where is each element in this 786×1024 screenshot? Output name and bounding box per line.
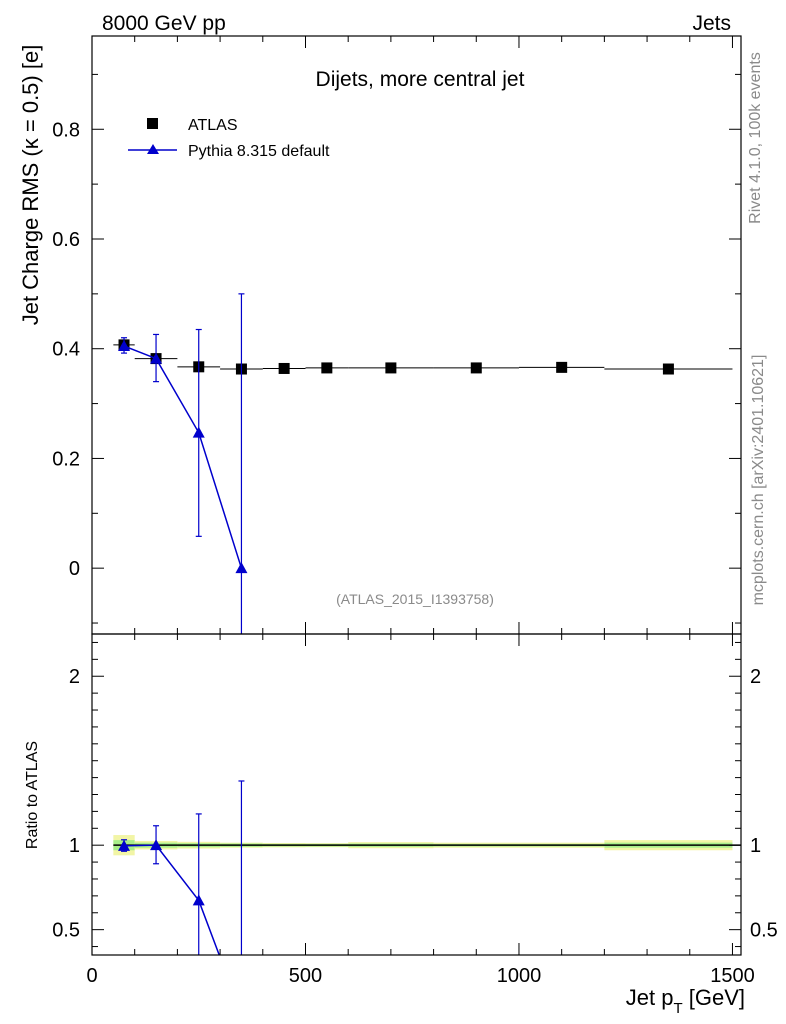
x-tick-label-3: 1500 xyxy=(710,965,755,987)
analysis-watermark: (ATLAS_2015_I1393758) xyxy=(336,591,494,607)
y-tick-label-4: 0.8 xyxy=(52,119,80,141)
ratio-y-tick-label-left-2: 2 xyxy=(69,666,80,688)
y-tick-label-1: 0.2 xyxy=(52,448,80,470)
y-tick-label-2: 0.4 xyxy=(52,339,80,361)
y-axis-label: Jet Charge RMS (κ = 0.5) [e] xyxy=(18,45,43,326)
x-axis-label: Jet pT [GeV] xyxy=(626,985,745,1017)
ratio-frame xyxy=(91,633,742,956)
ratio-y-tick-label-right-2: 2 xyxy=(750,666,761,688)
ratio-pythia-point-0 xyxy=(118,839,131,851)
ratio-y-tick-label-left-1: 1 xyxy=(69,835,80,857)
ratio-pythia-point-2 xyxy=(192,894,205,906)
process-label: Jets xyxy=(692,12,731,35)
pythia-line xyxy=(123,345,243,569)
legend-atlas-marker xyxy=(147,118,158,129)
ratio-plot-layer xyxy=(113,780,741,955)
pythia-point-2 xyxy=(192,426,205,438)
atlas-point-6 xyxy=(385,362,397,374)
x-tick-label-2: 1000 xyxy=(497,965,542,987)
main-plot-layer xyxy=(113,293,733,634)
atlas-point-5 xyxy=(321,362,333,374)
atlas-point-4 xyxy=(278,362,290,374)
ratio-y-tick-label-right-0: 0.5 xyxy=(750,920,778,942)
rivet-version-label: Rivet 4.1.0, 100k events xyxy=(747,52,764,224)
x-tick-label-0: 0 xyxy=(86,965,97,987)
legend-pythia-marker xyxy=(147,144,159,154)
x-tick-label-1: 500 xyxy=(289,965,322,987)
ratio-y-tick-label-left-0: 0.5 xyxy=(52,920,80,942)
pythia-point-0 xyxy=(118,339,131,351)
axes-frames: 0 500 1000 1500 0 0.2 0.4 0.6 0.8 0.5 0.5 1 1 2 2 xyxy=(52,35,778,987)
source-label: mcplots.cern.ch [arXiv:2401.10621] xyxy=(750,355,767,606)
y-tick-label-3: 0.6 xyxy=(52,229,80,251)
atlas-point-8 xyxy=(556,361,568,373)
pythia-point-1 xyxy=(150,352,163,364)
legend: ATLAS Pythia 8.315 default xyxy=(128,117,330,160)
ratio-pythia-line xyxy=(124,844,221,955)
ratio-pythia-point-1 xyxy=(150,839,163,851)
ratio-y-axis-label: Ratio to ATLAS xyxy=(24,741,41,849)
y-tick-label-0: 0 xyxy=(69,558,80,580)
pythia-point-3 xyxy=(235,562,248,574)
legend-pythia-label: Pythia 8.315 default xyxy=(188,143,330,160)
atlas-point-7 xyxy=(470,362,482,374)
plot-title: Dijets, more central jet xyxy=(316,68,525,91)
legend-atlas-label: ATLAS xyxy=(188,117,238,134)
atlas-point-9 xyxy=(662,363,674,375)
energy-label: 8000 GeV pp xyxy=(102,12,226,35)
ratio-y-tick-label-right-1: 1 xyxy=(750,835,761,857)
